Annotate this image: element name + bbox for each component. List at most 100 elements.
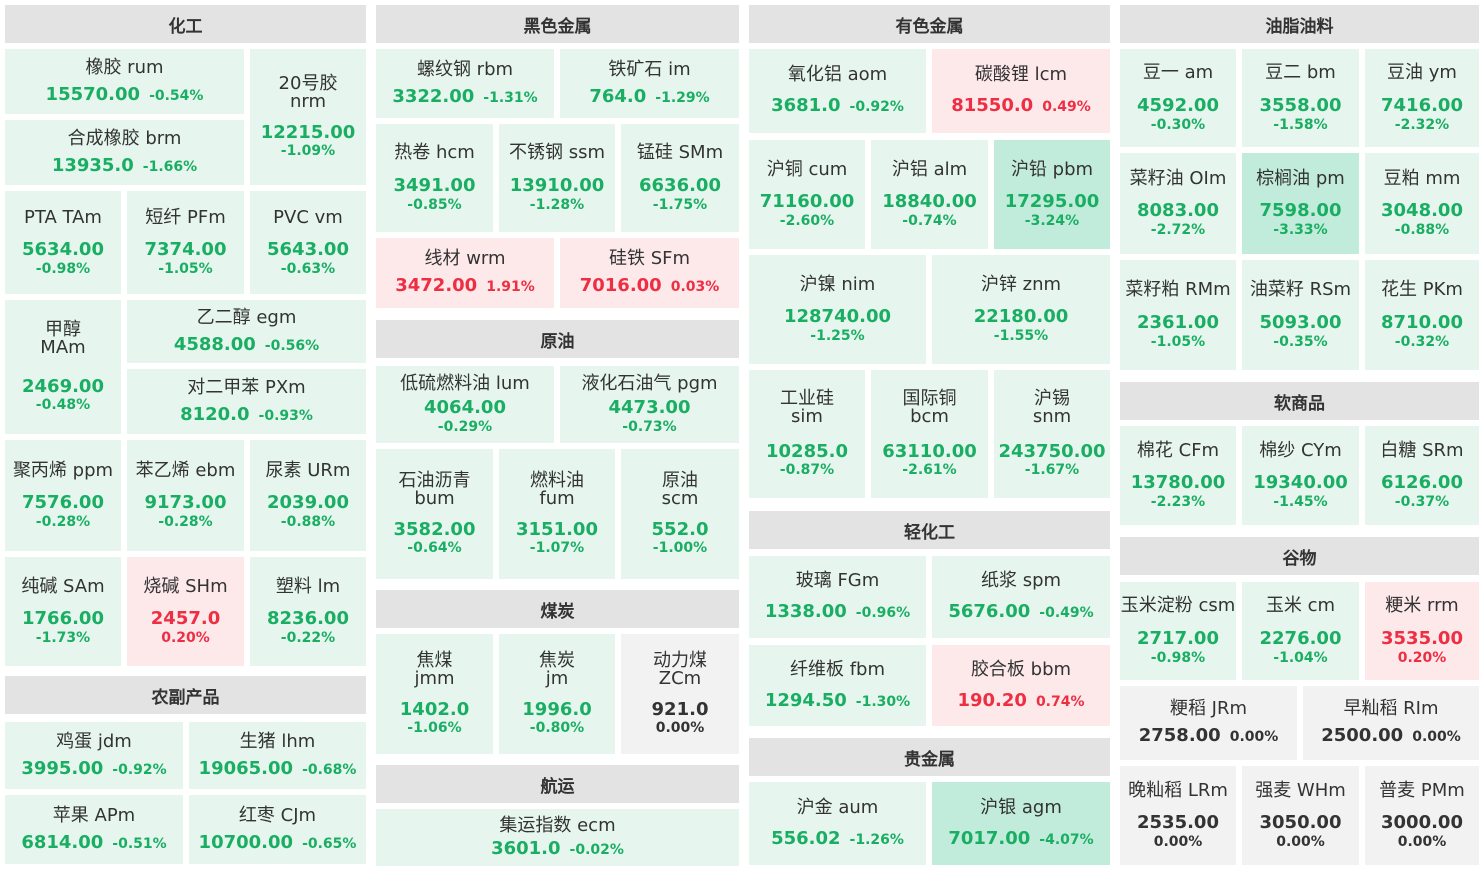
quote-cell-ebm[interactable]: 苯乙烯 ebm 9173.00 -0.28%	[127, 440, 244, 551]
quote-cell-pm[interactable]: 棕榈油 pm 7598.00 -3.33%	[1242, 153, 1359, 254]
change-pct: -0.54%	[149, 87, 204, 104]
contract-code: bum	[414, 487, 455, 509]
quote-cell-snm[interactable]: 沪锡 snm 243750.00 -1.67%	[994, 370, 1110, 498]
quote-cell-rrm[interactable]: 粳米 rrm 3535.00 0.20%	[1365, 582, 1479, 680]
price: 10700.00	[198, 831, 294, 853]
quote-cell-sim[interactable]: 工业硅 sim 10285.0 -0.87%	[749, 370, 865, 498]
quote-cell-aom[interactable]: 氧化铝 aom 3681.0 -0.92%	[749, 49, 926, 133]
quote-cell-jm[interactable]: 焦炭 jm 1996.0 -0.80%	[499, 634, 615, 754]
price: 6126.00	[1381, 472, 1463, 494]
quote-cell-egm[interactable]: 乙二醇 egm 4588.00 -0.56%	[127, 300, 366, 363]
quote-cell-cum[interactable]: 沪铜 cum 71160.00 -2.60%	[749, 140, 865, 249]
section-header-ferrous: 黑色金属	[376, 5, 739, 43]
quote-cell-vm[interactable]: PVC vm 5643.00 -0.63%	[250, 191, 366, 294]
quote-cell-SMm[interactable]: 锰硅 SMm 6636.00 -1.75%	[621, 124, 739, 232]
quote-cell-scm[interactable]: 原油 scm 552.0 -1.00%	[621, 449, 739, 579]
quote-cell-CFm[interactable]: 棉花 CFm 13780.00 -2.23%	[1120, 426, 1236, 525]
quote-cell-bcm[interactable]: 国际铜 bcm 63110.00 -2.61%	[871, 370, 988, 498]
quote-cell-mm[interactable]: 豆粕 mm 3048.00 -0.88%	[1365, 153, 1479, 254]
quote-cell-RSm[interactable]: 油菜籽 RSm 5093.00 -0.35%	[1242, 260, 1359, 370]
quote-cell-lcm[interactable]: 碳酸锂 lcm 81550.0 0.49%	[932, 49, 1110, 133]
quote-cell-bum[interactable]: 石油沥青 bum 3582.00 -0.64%	[376, 449, 493, 579]
price: 3491.00	[393, 174, 476, 196]
quote-cell-jdm[interactable]: 鸡蛋 jdm 3995.00 -0.92%	[5, 722, 183, 789]
change-pct: -4.07%	[1039, 831, 1094, 848]
quote-cell-SAm[interactable]: 纯碱 SAm 1766.00 -1.73%	[5, 557, 121, 666]
change-pct: -1.05%	[158, 261, 213, 278]
quote-cell-RIm[interactable]: 早籼稻 RIm 2500.00 0.00%	[1303, 686, 1479, 760]
quote-cell-PFm[interactable]: 短纤 PFm 7374.00 -1.05%	[127, 191, 244, 294]
change-pct: -2.61%	[902, 462, 957, 479]
contract-code: jm	[545, 667, 569, 689]
quote-cell-rum[interactable]: 橡胶 rum 15570.00 -0.54%	[5, 49, 244, 114]
quote-cell-URm[interactable]: 尿素 URm 2039.00 -0.88%	[250, 440, 366, 551]
quote-cell-WHm[interactable]: 强麦 WHm 3050.00 0.00%	[1242, 766, 1359, 865]
quote-cell-fum[interactable]: 燃料油 fum 3151.00 -1.07%	[499, 449, 615, 579]
quote-cell-agm[interactable]: 沪银 agm 7017.00 -4.07%	[932, 782, 1110, 865]
price: 3151.00	[516, 518, 598, 540]
quote-cell-im[interactable]: 铁矿石 im 764.0 -1.29%	[560, 49, 739, 118]
quote-cell-hcm[interactable]: 热卷 hcm 3491.00 -0.85%	[376, 124, 493, 232]
price: 3558.00	[1259, 94, 1342, 116]
quote-cell-nrm[interactable]: 20号胶 nrm 12215.00 -1.09%	[250, 49, 366, 185]
change-pct: -0.29%	[437, 419, 493, 436]
quote-cell-FGm[interactable]: 玻璃 FGm 1338.00 -0.96%	[749, 556, 926, 638]
quote-cell-SHm[interactable]: 烧碱 SHm 2457.0 0.20%	[127, 557, 244, 666]
quote-cell-APm[interactable]: 苹果 APm 6814.00 -0.51%	[5, 795, 183, 864]
price: 19340.00	[1253, 472, 1348, 494]
quote-cell-nim[interactable]: 沪镍 nim 128740.00 -1.25%	[749, 255, 926, 364]
contract-name: 豆一 am	[1142, 62, 1214, 84]
quote-cell-aum[interactable]: 沪金 aum 556.02 -1.26%	[749, 782, 926, 865]
change-pct: -0.92%	[112, 761, 167, 778]
quote-cell-CJm[interactable]: 红枣 CJm 10700.00 -0.65%	[189, 795, 366, 864]
contract-name: 沪铜 cum	[766, 158, 848, 180]
quote-cell-JRm[interactable]: 粳稻 JRm 2758.00 0.00%	[1120, 686, 1297, 760]
quote-cell-cm[interactable]: 玉米 cm 2276.00 -1.04%	[1242, 582, 1359, 680]
change-pct: -0.74%	[902, 213, 957, 230]
quote-cell-SFm[interactable]: 硅铁 SFm 7016.00 0.03%	[560, 238, 739, 308]
change-pct: -0.93%	[258, 407, 313, 424]
quote-cell-pbm[interactable]: 沪铅 pbm 17295.00 -3.24%	[994, 140, 1110, 249]
quote-cell-ppm[interactable]: 聚丙烯 ppm 7576.00 -0.28%	[5, 440, 121, 551]
price: 7374.00	[144, 239, 227, 261]
quote-cell-csm[interactable]: 玉米淀粉 csm 2717.00 -0.98%	[1120, 582, 1236, 680]
contract-name: 晚籼稻 LRm	[1128, 779, 1228, 801]
quote-cell-CYm[interactable]: 棉纱 CYm 19340.00 -1.45%	[1242, 426, 1359, 525]
quote-cell-ym[interactable]: 豆油 ym 7416.00 -2.32%	[1365, 49, 1479, 147]
quote-cell-ssm[interactable]: 不锈钢 ssm 13910.00 -1.28%	[499, 124, 615, 232]
quote-cell-MAm[interactable]: 甲醇 MAm 2469.00 -0.48%	[5, 300, 121, 434]
price: 7598.00	[1259, 200, 1342, 222]
quote-cell-PMm[interactable]: 普麦 PMm 3000.00 0.00%	[1365, 766, 1479, 865]
quote-cell-spm[interactable]: 纸浆 spm 5676.00 -0.49%	[932, 556, 1110, 638]
quote-cell-RMm[interactable]: 菜籽粕 RMm 2361.00 -1.05%	[1120, 260, 1236, 370]
quote-cell-brm[interactable]: 合成橡胶 brm 13935.0 -1.66%	[5, 120, 244, 185]
quote-cell-SRm[interactable]: 白糖 SRm 6126.00 -0.37%	[1365, 426, 1479, 525]
change-pct: -0.64%	[407, 540, 462, 557]
quote-cell-PKm[interactable]: 花生 PKm 8710.00 -0.32%	[1365, 260, 1479, 370]
change-pct: 1.91%	[486, 279, 535, 295]
quote-cell-OIm[interactable]: 菜籽油 OIm 8083.00 -2.72%	[1120, 153, 1236, 254]
quote-cell-PXm[interactable]: 对二甲苯 PXm 8120.0 -0.93%	[127, 369, 366, 434]
quote-cell-ecm[interactable]: 集运指数 ecm 3601.0 -0.02%	[376, 809, 739, 866]
change-pct: -0.51%	[112, 835, 167, 852]
quote-cell-lum[interactable]: 低硫燃料油 lum 4064.00 -0.29%	[376, 366, 554, 443]
quote-cell-fbm[interactable]: 纤维板 fbm 1294.50 -1.30%	[749, 645, 926, 726]
quote-cell-wrm[interactable]: 线材 wrm 3472.00 1.91%	[376, 238, 554, 308]
quote-cell-lhm[interactable]: 生猪 lhm 19065.00 -0.68%	[189, 722, 366, 789]
quote-cell-pgm[interactable]: 液化石油气 pgm 4473.00 -0.73%	[560, 366, 739, 443]
section-header-precious: 贵金属	[749, 738, 1110, 776]
quote-cell-lm[interactable]: 塑料 lm 8236.00 -0.22%	[250, 557, 366, 666]
quote-cell-TAm[interactable]: PTA TAm 5634.00 -0.98%	[5, 191, 121, 294]
quote-cell-znm[interactable]: 沪锌 znm 22180.00 -1.55%	[932, 255, 1110, 364]
quote-cell-bbm[interactable]: 胶合板 bbm 190.20 0.74%	[932, 645, 1110, 726]
contract-name: 塑料 lm	[275, 575, 341, 597]
quote-cell-alm[interactable]: 沪铝 alm 18840.00 -0.74%	[871, 140, 988, 249]
quote-cell-rbm[interactable]: 螺纹钢 rbm 3322.00 -1.31%	[376, 49, 554, 118]
contract-code: jmm	[414, 667, 455, 689]
quote-cell-am[interactable]: 豆一 am 4592.00 -0.30%	[1120, 49, 1236, 147]
quote-cell-bm[interactable]: 豆二 bm 3558.00 -1.58%	[1242, 49, 1359, 147]
quote-cell-ZCm[interactable]: 动力煤 ZCm 921.0 0.00%	[621, 634, 739, 754]
quote-cell-LRm[interactable]: 晚籼稻 LRm 2535.00 0.00%	[1120, 766, 1236, 865]
contract-name: 生猪 lhm	[239, 730, 316, 752]
quote-cell-jmm[interactable]: 焦煤 jmm 1402.0 -1.06%	[376, 634, 493, 754]
